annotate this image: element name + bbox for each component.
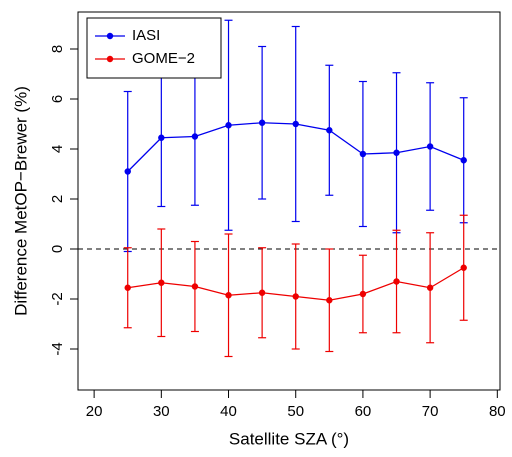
legend-marker bbox=[106, 55, 114, 63]
y-tick-label: 4 bbox=[49, 145, 66, 153]
y-axis-label: Difference MetOP−Brewer (%) bbox=[11, 86, 30, 316]
point bbox=[258, 119, 266, 126]
x-axis-label: Satellite SZA (°) bbox=[229, 429, 349, 448]
point bbox=[158, 134, 165, 141]
y-tick-label: 2 bbox=[49, 195, 66, 203]
point bbox=[326, 127, 333, 134]
y-tick-label: 8 bbox=[49, 45, 66, 53]
point bbox=[359, 290, 367, 298]
x-tick-label: 50 bbox=[287, 403, 304, 420]
y-tick-label: 0 bbox=[49, 245, 66, 253]
point bbox=[292, 120, 299, 128]
x-tick-label: 20 bbox=[86, 403, 103, 420]
x-tick-label: 80 bbox=[489, 403, 506, 420]
point bbox=[225, 122, 232, 129]
point bbox=[359, 150, 367, 158]
point bbox=[460, 157, 467, 164]
point bbox=[258, 289, 266, 296]
point bbox=[191, 283, 199, 290]
legend-box bbox=[86, 17, 222, 79]
legend-label: GOME−2 bbox=[132, 50, 195, 67]
point bbox=[292, 293, 299, 300]
point bbox=[225, 292, 232, 299]
y-tick-label: 6 bbox=[49, 95, 66, 103]
point bbox=[158, 279, 165, 286]
point bbox=[124, 284, 131, 291]
point bbox=[393, 278, 400, 285]
legend-marker bbox=[106, 32, 114, 40]
point bbox=[326, 297, 333, 304]
point bbox=[426, 143, 434, 150]
legend-label: IASI bbox=[132, 27, 160, 44]
point bbox=[393, 149, 400, 156]
y-tick-label: -2 bbox=[49, 292, 66, 305]
x-tick-label: 30 bbox=[153, 403, 170, 420]
x-tick-label: 70 bbox=[422, 403, 439, 420]
point bbox=[460, 264, 467, 271]
plot-frame bbox=[77, 11, 501, 391]
point bbox=[124, 168, 131, 175]
x-tick-label: 40 bbox=[220, 403, 237, 420]
y-tick-label: -4 bbox=[49, 342, 66, 355]
point bbox=[191, 133, 199, 140]
x-tick-label: 60 bbox=[355, 403, 372, 420]
point bbox=[426, 284, 434, 291]
